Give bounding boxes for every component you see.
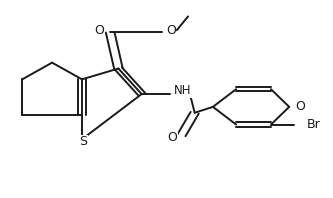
Text: O: O: [95, 24, 105, 37]
Text: O: O: [295, 100, 305, 113]
Text: Br: Br: [307, 118, 320, 131]
Text: O: O: [166, 24, 176, 37]
Text: S: S: [80, 135, 88, 148]
Text: NH: NH: [174, 84, 191, 97]
Text: O: O: [167, 131, 177, 144]
